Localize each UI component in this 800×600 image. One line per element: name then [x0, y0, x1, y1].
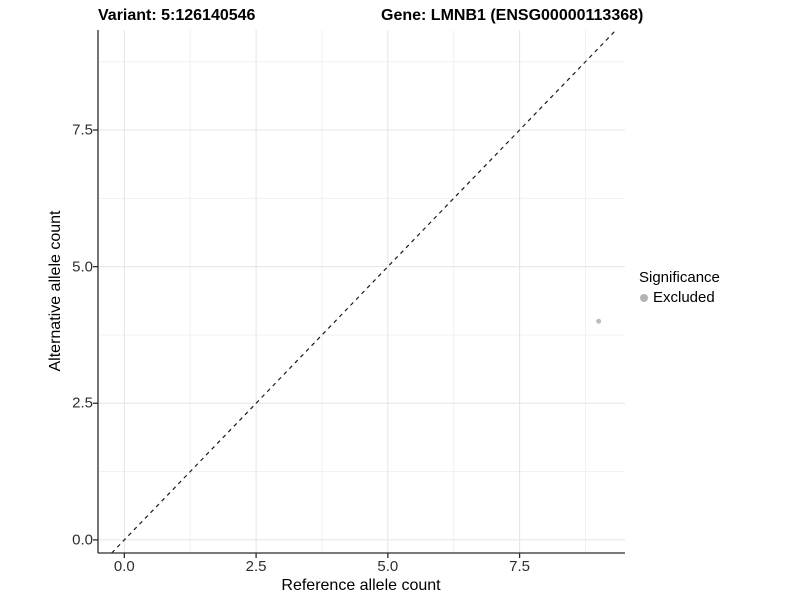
- x-axis-title: Reference allele count: [281, 577, 441, 594]
- plot-panel: [93, 29, 625, 558]
- y-tick-label: 7.5: [72, 121, 93, 139]
- gene-title: Gene: LMNB1 (ENSG00000113368): [381, 7, 644, 24]
- y-axis-title: Alternative allele count: [47, 210, 64, 372]
- legend: Significance Excluded: [637, 269, 720, 306]
- identity-reference-line: [111, 29, 617, 554]
- variant-title: Variant: 5:126140546: [98, 7, 256, 24]
- data-point: [596, 318, 602, 324]
- legend-item-excluded: Excluded: [637, 289, 720, 306]
- excluded-dot-icon: [640, 293, 648, 302]
- y-tick-label: 0.0: [72, 531, 93, 549]
- x-tick-label: 5.0: [377, 558, 399, 575]
- plot-canvas: [93, 29, 625, 558]
- x-tick-label: 7.5: [509, 558, 531, 575]
- y-tick-label: 2.5: [72, 394, 93, 412]
- x-tick-label: 0.0: [113, 558, 135, 575]
- legend-title: Significance: [639, 269, 720, 286]
- legend-item-label: Excluded: [653, 289, 715, 306]
- y-tick-label: 5.0: [72, 258, 93, 276]
- x-tick-label: 2.5: [245, 558, 267, 575]
